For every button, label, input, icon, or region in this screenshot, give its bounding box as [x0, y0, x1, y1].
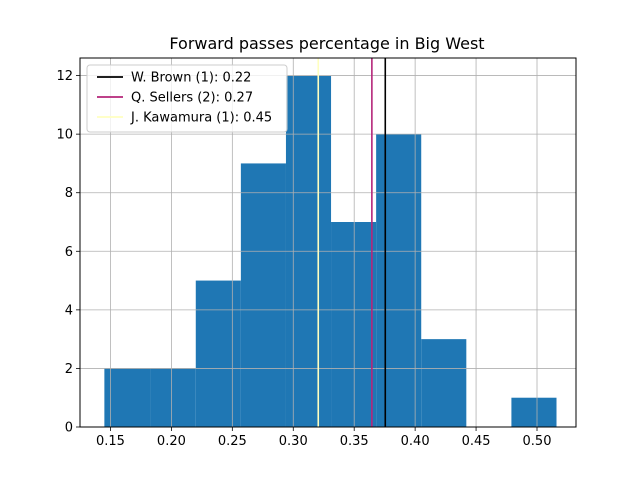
x-tick-label: 0.20 — [157, 434, 186, 449]
x-tick-label: 0.30 — [279, 434, 308, 449]
y-tick-label: 0 — [65, 421, 73, 436]
x-tick-label: 0.50 — [523, 434, 552, 449]
histogram-bar — [511, 397, 557, 427]
x-tick-label: 0.35 — [340, 434, 369, 449]
x-tick-label: 0.25 — [218, 434, 247, 449]
plot-frame — [79, 57, 577, 428]
histogram-bar — [195, 280, 241, 427]
x-tick-label: 0.15 — [96, 434, 125, 449]
reference-lines-layer — [317, 58, 387, 427]
histogram-bar — [104, 368, 151, 427]
y-tick-label: 8 — [65, 186, 73, 201]
y-tick-label: 2 — [65, 362, 73, 377]
legend-box — [86, 64, 288, 133]
chart-title: Forward passes percentage in Big West — [169, 34, 484, 53]
histogram-bar — [376, 134, 422, 427]
y-tick-label: 12 — [56, 69, 73, 84]
legend-label: Q. Sellers (2): 0.27 — [131, 91, 253, 106]
y-tick-label: 4 — [65, 303, 73, 318]
histogram-bar — [331, 222, 377, 427]
histogram-bar — [150, 368, 196, 427]
legend-label: J. Kawamura (1): 0.45 — [130, 111, 272, 126]
legend: W. Brown (1): 0.22 Q. Sellers (2): 0.27 J.… — [86, 64, 288, 133]
x-tick-label: 0.45 — [462, 434, 491, 449]
legend-label: W. Brown (1): 0.22 — [131, 71, 251, 86]
x-tick-label: 0.40 — [401, 434, 430, 449]
y-tick-label: 6 — [65, 245, 73, 260]
histogram-bar — [421, 339, 467, 427]
y-tick-label: 10 — [56, 128, 73, 143]
histogram-bar — [240, 163, 286, 427]
ticks-layer: 0.15 0.20 0.25 0.30 0.35 0.40 0.45 0.50 0 2 4 6 8 10 1… — [56, 69, 551, 449]
